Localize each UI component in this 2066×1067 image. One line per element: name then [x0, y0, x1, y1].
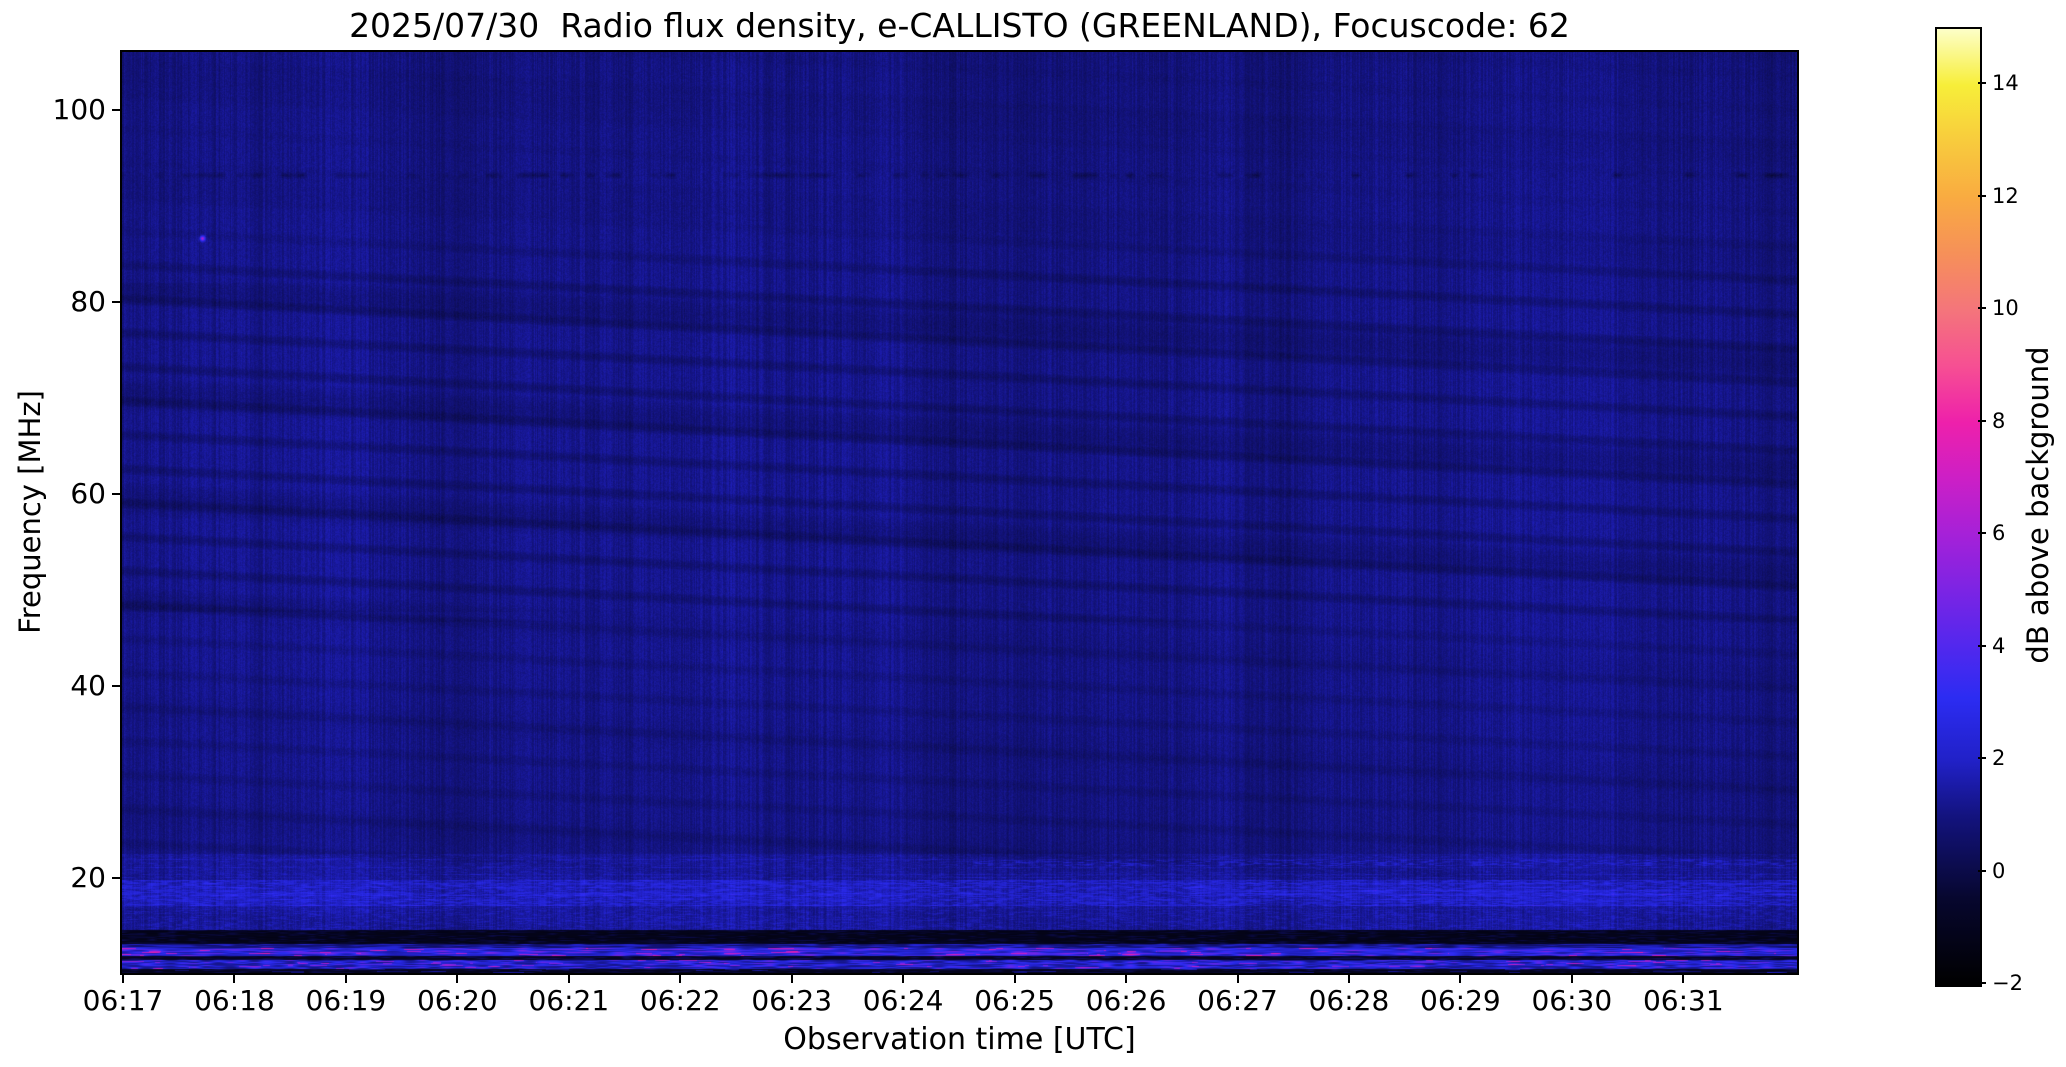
x-tick-mark: [1682, 975, 1685, 983]
colorbar-tick-label: 14: [1992, 71, 2019, 96]
y-tick-mark: [112, 684, 120, 687]
x-tick-mark: [567, 975, 570, 983]
colorbar-tick-label: 4: [1992, 633, 2006, 658]
y-axis-label: Frequency [MHz]: [13, 390, 47, 634]
colorbar-tick-label: 10: [1992, 296, 2019, 321]
colorbar-label: dB above background: [2021, 346, 2055, 664]
x-tick-label: 06:19: [305, 984, 387, 1017]
y-tick-label: 100: [52, 93, 106, 127]
x-tick-label: 06:21: [528, 984, 610, 1017]
colorbar-tick-mark: [1978, 532, 1986, 535]
colorbar-tick-label: 12: [1992, 183, 2019, 208]
colorbar-tick-mark: [1978, 194, 1986, 197]
x-tick-label: 06:22: [639, 984, 721, 1017]
y-tick-label: 80: [70, 285, 106, 319]
x-tick-label: 06:28: [1308, 984, 1390, 1017]
colorbar-tick-mark: [1978, 419, 1986, 422]
colorbar-tick-mark: [1978, 644, 1986, 647]
colorbar-tick-label: −2: [1992, 971, 2023, 995]
colorbar-tick-mark: [1978, 82, 1986, 85]
colorbar-tick-label: 8: [1992, 408, 2006, 433]
colorbar: [1935, 27, 1982, 987]
colorbar-tick-mark: [1978, 307, 1986, 310]
x-tick-mark: [233, 975, 236, 983]
y-tick-mark: [112, 876, 120, 879]
colorbar-tick-mark: [1978, 757, 1986, 760]
plot-area: [120, 50, 1799, 975]
y-tick-mark: [112, 301, 120, 304]
chart-title: 2025/07/30 Radio flux density, e-CALLIST…: [349, 6, 1570, 45]
x-axis-label: Observation time [UTC]: [783, 1022, 1136, 1057]
x-tick-mark: [902, 975, 905, 983]
x-tick-mark: [1236, 975, 1239, 983]
x-tick-mark: [679, 975, 682, 983]
colorbar-tick-mark: [1978, 869, 1986, 872]
x-tick-label: 06:18: [194, 984, 275, 1017]
y-tick-label: 20: [70, 860, 106, 894]
x-tick-mark: [1570, 975, 1573, 983]
x-tick-label: 06:25: [974, 984, 1055, 1017]
x-tick-label: 06:23: [751, 984, 833, 1017]
x-tick-label: 06:17: [82, 984, 164, 1017]
y-tick-mark: [112, 493, 120, 496]
colorbar-tick-label: 6: [1992, 521, 2006, 546]
x-tick-label: 06:20: [416, 984, 498, 1017]
x-tick-label: 06:27: [1197, 984, 1278, 1017]
x-tick-label: 06:29: [1420, 984, 1501, 1017]
y-tick-label: 40: [70, 668, 106, 702]
x-tick-mark: [456, 975, 459, 983]
colorbar-tick-label: 2: [1992, 746, 2006, 771]
x-tick-mark: [1125, 975, 1128, 983]
x-tick-mark: [1013, 975, 1016, 983]
spectrogram-canvas: [122, 52, 1797, 973]
x-tick-label: 06:24: [862, 984, 944, 1017]
x-tick-mark: [790, 975, 793, 983]
x-tick-label: 06:31: [1642, 984, 1724, 1017]
x-tick-mark: [1459, 975, 1462, 983]
x-tick-label: 06:26: [1085, 984, 1167, 1017]
x-tick-label: 06:30: [1531, 984, 1613, 1017]
colorbar-tick-mark: [1978, 982, 1986, 984]
x-tick-mark: [122, 975, 124, 983]
colorbar-tick-label: 0: [1992, 858, 2006, 883]
x-tick-mark: [344, 975, 347, 983]
y-tick-label: 60: [70, 477, 106, 511]
x-tick-mark: [1347, 975, 1350, 983]
y-tick-mark: [112, 109, 120, 112]
